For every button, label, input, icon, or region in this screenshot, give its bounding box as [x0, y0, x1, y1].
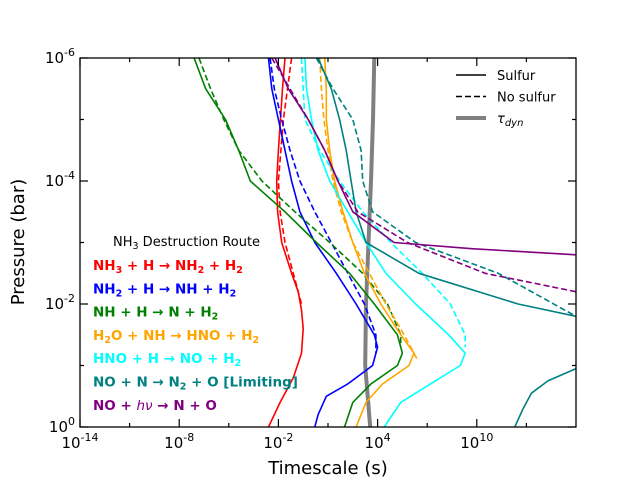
series-layer	[193, 58, 576, 427]
route-label: NO + hν → N + O	[93, 398, 217, 414]
series-line	[267, 58, 379, 427]
tick-label: 100	[49, 415, 75, 436]
tick-label: 10-8	[164, 431, 194, 452]
series-line	[514, 367, 576, 427]
legend-label: τdyn	[497, 112, 523, 129]
series-line	[271, 58, 576, 293]
legend-label: No sulfur	[497, 91, 556, 106]
route-label: NH3 + H → NH2 + H2	[93, 258, 243, 276]
series-line	[323, 58, 415, 427]
series-line	[267, 58, 304, 427]
series-line	[315, 58, 576, 317]
route-label: NO + N → N2 + O [Limiting]	[93, 375, 298, 393]
series-line	[363, 58, 377, 427]
series-line	[318, 58, 419, 360]
legend-label: Sulfur	[497, 69, 536, 84]
tick-label: 10-4	[45, 169, 75, 190]
series-line	[269, 58, 377, 354]
tick-label: 10-2	[263, 431, 293, 452]
series-line	[193, 58, 404, 427]
series-line	[277, 58, 303, 305]
y-axis-label: Pressure (bar)	[8, 179, 29, 305]
tick-label: 104	[365, 431, 391, 452]
tick-label: 10-2	[45, 292, 75, 313]
series-line	[300, 58, 466, 348]
route-label: NH + H → N + H2	[93, 305, 218, 323]
route-label: H2O + NH → HNO + H2	[93, 328, 259, 346]
series-line	[317, 58, 576, 318]
routes-title: NH3 Destruction Route	[113, 235, 260, 252]
x-axis-label: Timescale (s)	[267, 458, 388, 479]
destruction-routes: NH3 Destruction Route NH3 + H → NH2 + H2 N…	[93, 235, 298, 414]
tick-label: 1010	[460, 431, 493, 452]
route-label: NH2 + H → NH + H2	[93, 281, 236, 299]
route-label: HNO + H → NO + H2	[93, 351, 241, 369]
tick-label: 10-6	[45, 46, 75, 67]
legend: Sulfur No sulfur τdyn	[456, 69, 556, 129]
